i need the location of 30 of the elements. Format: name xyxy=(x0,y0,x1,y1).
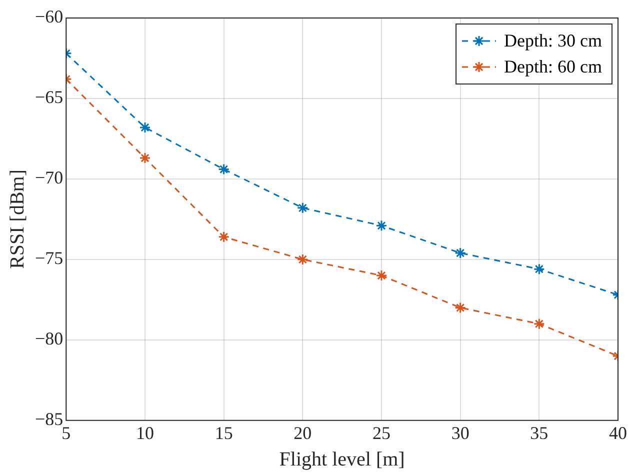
point xyxy=(218,164,230,176)
point xyxy=(218,231,230,243)
y-tick-label: −65 xyxy=(34,87,64,108)
point xyxy=(139,152,151,164)
x-tick-label: 15 xyxy=(214,422,233,443)
x-tick-label: 20 xyxy=(294,422,312,443)
y-tick-label: −85 xyxy=(34,409,64,430)
y-tick-label: −80 xyxy=(34,328,64,349)
x-tick-label: 30 xyxy=(451,422,470,443)
point xyxy=(296,202,308,214)
point xyxy=(454,302,466,314)
x-axis-title: Flight level [m] xyxy=(279,448,405,470)
point xyxy=(376,220,388,232)
point xyxy=(533,318,545,330)
point xyxy=(454,247,466,259)
x-tick-label: 5 xyxy=(62,422,71,443)
x-tick-label: 10 xyxy=(136,422,154,443)
point xyxy=(296,254,308,266)
legend-label: Depth: 30 cm xyxy=(504,30,602,51)
point xyxy=(139,122,151,134)
x-tick-label: 35 xyxy=(530,422,548,443)
y-tick-label: −60 xyxy=(34,6,64,27)
point xyxy=(376,270,388,282)
y-tick-label: −70 xyxy=(34,168,64,188)
legend-label: Depth: 60 cm xyxy=(504,56,602,77)
y-tick-label: −75 xyxy=(34,248,64,268)
y-axis-title: RSSI [dBm] xyxy=(6,169,28,269)
point xyxy=(533,263,545,275)
x-tick-label: 40 xyxy=(609,422,627,443)
x-tick-label: 25 xyxy=(372,422,390,443)
